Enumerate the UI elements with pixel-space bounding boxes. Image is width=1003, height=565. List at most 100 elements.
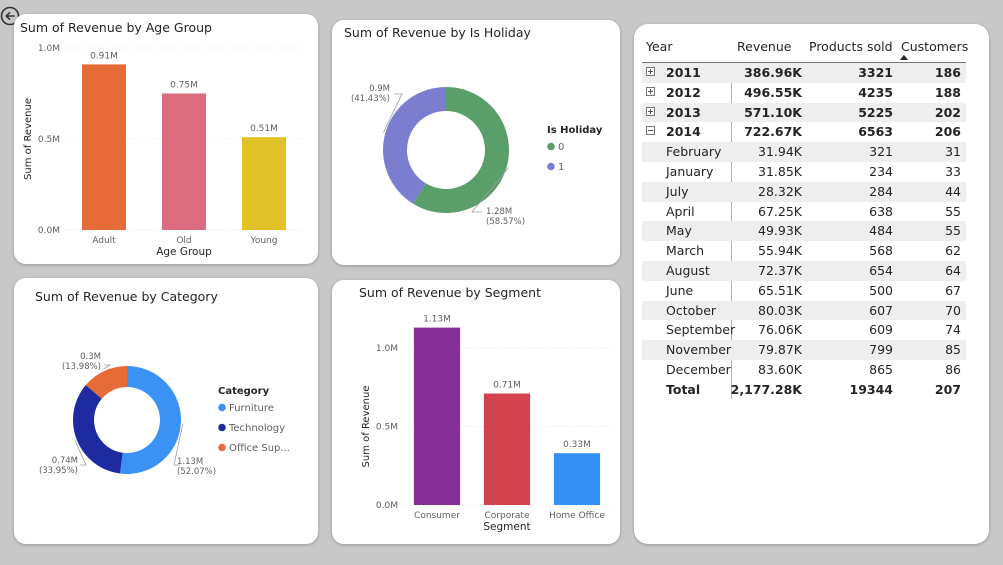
y-tick-label: 0.5M — [376, 423, 398, 433]
row-customers: 86 — [945, 362, 961, 377]
expand-plus-icon[interactable] — [646, 106, 655, 116]
row-products-sold: 234 — [869, 164, 893, 179]
row-revenue: 83.60K — [758, 362, 802, 377]
category-donut-chart: 1.13M(52.07%) 0.74M(33.95%) 0.3M(13.98%) Ca… — [39, 352, 290, 477]
data-label: 0.91M — [90, 51, 118, 61]
collapse-minus-icon[interactable] — [646, 126, 655, 136]
row-revenue: 722.67K — [744, 124, 802, 140]
row-revenue: 49.93K — [758, 223, 802, 239]
row-label: December — [666, 362, 731, 377]
bar-corporate[interactable] — [483, 393, 531, 505]
row-revenue: 79.87K — [758, 342, 802, 358]
age-group-chart-title: Sum of Revenue by Age Group — [20, 20, 212, 35]
matrix-month-row[interactable]: September 76.06K 609 74 — [642, 320, 966, 340]
data-label: 0.51M — [250, 124, 278, 134]
age-group-bar-chart: 0.0M 0.5M 1.0M 0.91M Adult 0.75M Old 0.51M Young… — [23, 44, 304, 258]
row-products-sold: 6563 — [858, 124, 893, 140]
legend-item: Technology — [228, 423, 285, 434]
bar-home-office[interactable] — [553, 453, 601, 505]
leader-line[interactable] — [383, 93, 403, 133]
data-label: 1.13M — [177, 457, 203, 467]
age-group-chart-card[interactable]: Sum of Revenue by Age Group 0.0M 0.5M 1.0M… — [14, 14, 318, 264]
x-axis-title: Segment — [483, 521, 530, 533]
matrix-month-row[interactable]: March 55.94K 568 62 — [642, 241, 966, 261]
bar-adult[interactable] — [82, 64, 126, 230]
expand-plus-icon[interactable] — [646, 86, 655, 96]
matrix-month-row[interactable]: June 65.51K 500 67 — [642, 281, 966, 301]
leader-line[interactable] — [103, 364, 112, 370]
matrix-month-row[interactable]: May 49.93K 484 55 — [642, 221, 966, 242]
row-customers: 55 — [945, 223, 961, 239]
row-products-sold: 865 — [869, 362, 893, 377]
matrix-month-row[interactable]: December 83.60K 865 86 — [642, 360, 966, 380]
legend-marker[interactable] — [218, 443, 226, 452]
holiday-chart-card[interactable]: Sum of Revenue by Is Holiday 1.28M (58.57… — [332, 20, 620, 265]
slice-furniture[interactable] — [119, 366, 181, 474]
legend-marker[interactable] — [547, 142, 555, 151]
matrix-month-row[interactable]: October 80.03K 607 70 — [642, 300, 966, 321]
bar-old[interactable] — [162, 93, 206, 231]
category-chart-card[interactable]: Sum of Revenue by Category 1.13M (52.07%)… — [14, 278, 318, 544]
y-axis-title: Sum of Revenue — [361, 386, 372, 468]
row-revenue: 31.94K — [758, 144, 802, 160]
row-products-sold: 5225 — [858, 104, 893, 120]
y-tick-label: 0.0M — [376, 501, 398, 511]
row-label: January — [666, 164, 714, 179]
slice-1[interactable] — [383, 87, 446, 204]
revenue-matrix-card[interactable]: Year Revenue Products sold Customers 201… — [634, 24, 989, 544]
matrix-month-row[interactable]: November 79.87K 799 85 — [642, 340, 966, 360]
matrix-month-row[interactable]: July 28.32K 284 44 — [642, 181, 966, 202]
legend-marker[interactable] — [218, 403, 226, 412]
segment-chart-card[interactable]: Sum of Revenue by Segment 0.0M 0.5M 1.0M 1.… — [332, 280, 620, 544]
row-products-sold: 654 — [869, 263, 893, 278]
holiday-donut-chart: 1.28M(58.57%) 0.9M(41.43%) Is Holiday 0 1 — [351, 84, 603, 227]
row-label: September — [666, 322, 736, 338]
legend-item: Office Sup... — [229, 443, 290, 454]
data-label: 0.74M — [52, 456, 78, 466]
matrix-month-row[interactable]: February 31.94K 321 31 — [642, 142, 966, 162]
header-customers[interactable]: Customers — [901, 39, 969, 54]
slice-0[interactable] — [413, 87, 509, 213]
bar-young[interactable] — [242, 137, 286, 230]
data-label: 0.9M — [369, 84, 390, 94]
header-revenue[interactable]: Revenue — [737, 39, 792, 54]
matrix-year-row[interactable]: 2012 496.55K 4235 188 — [642, 83, 966, 103]
legend-item: 1 — [558, 162, 564, 173]
legend-marker[interactable] — [547, 162, 555, 171]
percent-label: (33.95%) — [39, 466, 78, 476]
matrix-year-row[interactable]: 2013 571.10K 5225 202 — [642, 102, 966, 123]
matrix-month-row[interactable]: April 67.25K 638 55 — [642, 202, 966, 222]
matrix-month-row[interactable]: August 72.37K 654 64 — [642, 261, 966, 281]
legend-marker[interactable] — [218, 423, 226, 432]
row-customers: 44 — [945, 183, 961, 199]
leader-line[interactable] — [74, 440, 87, 466]
matrix-year-row[interactable]: 2011 386.96K 3321 186 — [642, 63, 966, 83]
total-revenue: 2,177.28K — [730, 381, 802, 397]
data-label: 0.75M — [170, 81, 198, 91]
y-axis-title: Sum of Revenue — [23, 98, 34, 180]
segment-bar-chart: 0.0M 0.5M 1.0M 1.13M Consumer 0.71M Corporate 0… — [361, 315, 612, 533]
row-label: February — [666, 144, 722, 160]
leader-line[interactable] — [173, 423, 184, 466]
bar-consumer[interactable] — [413, 327, 461, 505]
row-customers: 33 — [945, 164, 961, 179]
row-revenue: 72.37K — [758, 263, 802, 278]
row-customers: 31 — [945, 144, 961, 160]
slice-technology[interactable] — [73, 385, 123, 474]
row-label: November — [666, 342, 732, 358]
total-products-sold: 19344 — [849, 381, 894, 397]
header-divider — [642, 62, 966, 63]
row-revenue: 496.55K — [744, 84, 802, 100]
percent-label: (13.98%) — [62, 362, 101, 372]
leader-line[interactable] — [471, 167, 509, 213]
header-year[interactable]: Year — [646, 39, 673, 54]
matrix-year-row[interactable]: 2014 722.67K 6563 206 — [642, 122, 966, 142]
expand-plus-icon[interactable] — [646, 67, 655, 76]
header-products-sold[interactable]: Products sold — [809, 39, 893, 54]
segment-chart-title: Sum of Revenue by Segment — [359, 285, 541, 300]
slice-office-sup-[interactable] — [85, 366, 127, 399]
row-products-sold: 500 — [869, 282, 893, 298]
row-customers: 202 — [934, 104, 961, 120]
matrix-month-row[interactable]: January 31.85K 234 33 — [642, 162, 966, 182]
row-label: 2014 — [666, 124, 701, 140]
